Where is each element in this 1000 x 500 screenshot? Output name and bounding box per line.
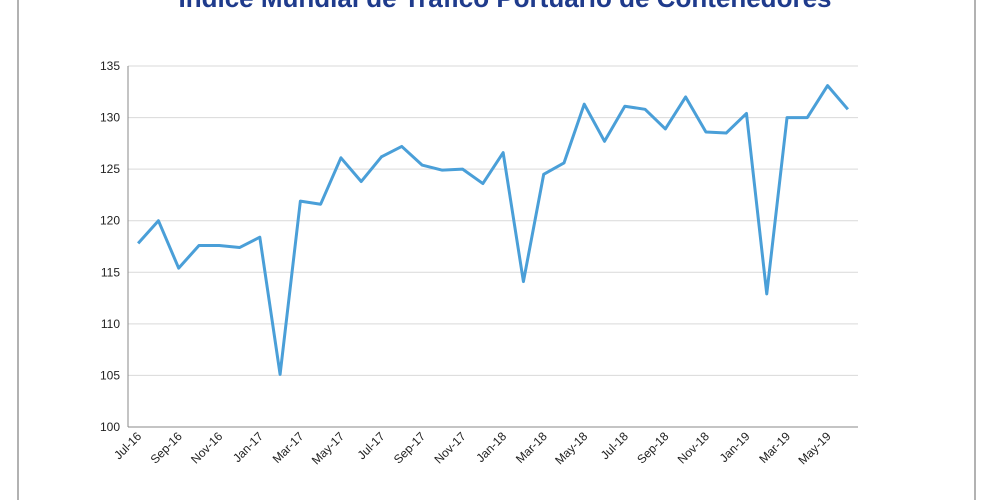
series-line (137, 84, 850, 376)
x-tick-label: Jan-19 (717, 429, 753, 465)
x-tick-label: Jul-17 (355, 429, 388, 462)
x-tick-label: Nov-16 (188, 429, 225, 466)
x-tick-label: Mar-18 (513, 429, 550, 466)
y-tick-label: 125 (100, 162, 120, 176)
x-tick-label: Sep-17 (391, 429, 428, 466)
x-tick-label: Nov-18 (675, 429, 712, 466)
x-tick-label: Jul-18 (598, 429, 631, 462)
x-tick-label: Jan-17 (230, 429, 266, 465)
x-tick-label: Sep-18 (634, 429, 671, 466)
y-tick-label: 135 (100, 59, 120, 73)
y-tick-label: 120 (100, 214, 120, 228)
y-tick-label: 110 (101, 317, 120, 331)
x-tick-label: Nov-17 (431, 429, 468, 466)
y-tick-label: 130 (100, 111, 120, 125)
chart-title: Índice Mundial de Tráfico Portuario de C… (179, 0, 832, 13)
x-tick-label: Mar-17 (270, 429, 307, 466)
y-tick-label: 105 (100, 368, 120, 382)
y-tick-label: 115 (101, 265, 120, 279)
x-tick-label: May-18 (552, 429, 590, 467)
x-tick-label: Mar-19 (756, 429, 793, 466)
y-tick-label: 100 (100, 420, 120, 434)
x-tick-label: May-19 (796, 429, 834, 467)
x-tick-label: Sep-16 (148, 429, 185, 466)
x-tick-label: Jan-18 (473, 429, 509, 465)
x-tick-label: May-17 (309, 429, 347, 467)
